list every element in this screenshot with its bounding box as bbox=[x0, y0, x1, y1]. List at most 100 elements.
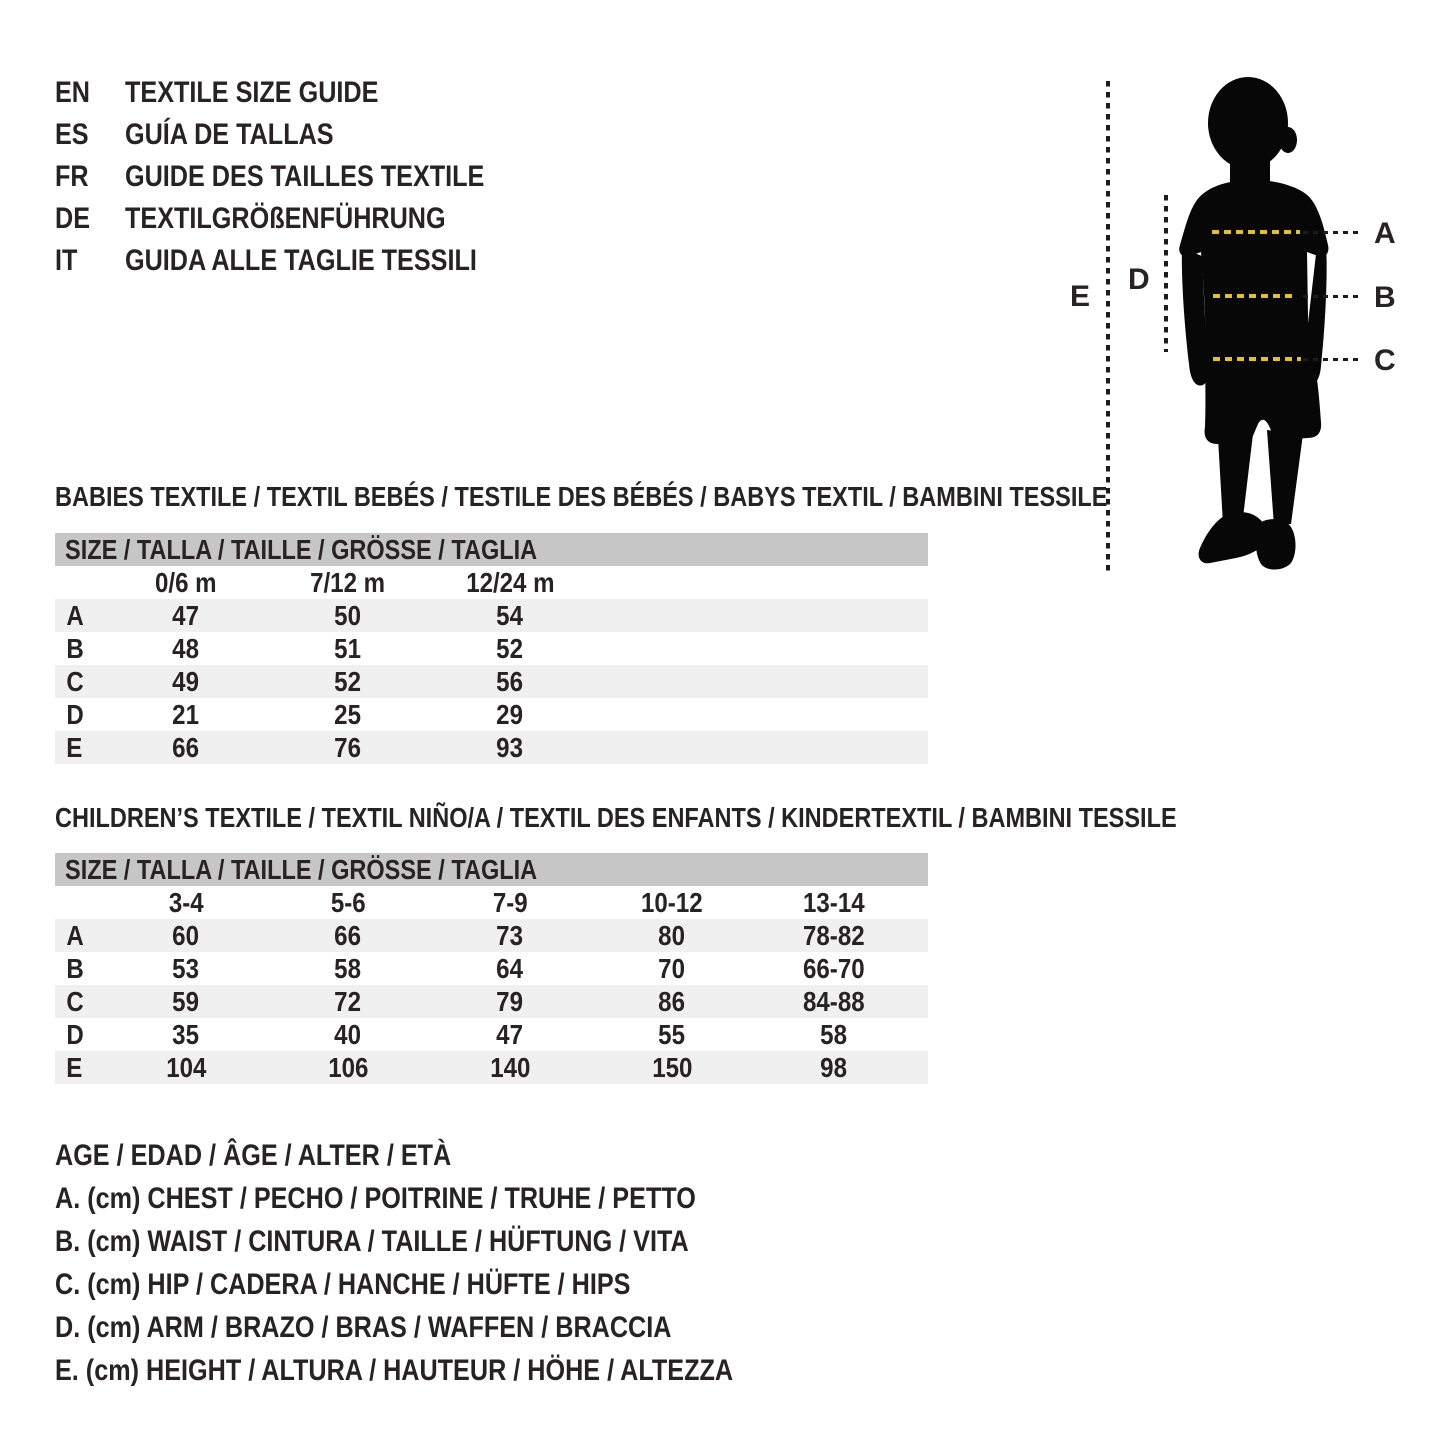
language-title: TEXTILGRÖßENFÜHRUNG bbox=[125, 202, 507, 236]
row-label-text: B bbox=[66, 952, 84, 984]
table-column-header: 13-14 bbox=[753, 887, 915, 919]
table-column-header-row: 3-4 5-6 7-9 10-12 13-14 bbox=[55, 886, 928, 919]
table-column-header-text: 10-12 bbox=[641, 886, 703, 918]
language-title-text: TEXTILGRÖßENFÜHRUNG bbox=[125, 202, 446, 235]
table-cell-text: 66-70 bbox=[803, 952, 865, 984]
table-cell: 93 bbox=[429, 732, 591, 764]
table-cell: 98 bbox=[753, 1052, 915, 1084]
table-cell-text: 47 bbox=[496, 1018, 524, 1050]
table-cell: 84-88 bbox=[753, 986, 915, 1018]
table-cell-text: 106 bbox=[327, 1051, 369, 1083]
table-row: D 35 40 47 55 58 bbox=[55, 1018, 928, 1051]
table-cell-text: 58 bbox=[820, 1018, 848, 1050]
table-cell-text: 49 bbox=[172, 665, 200, 697]
table-column-header-row: 0/6 m 7/12 m 12/24 m bbox=[55, 566, 928, 599]
table-cell: 50 bbox=[267, 600, 429, 632]
table-cell: 25 bbox=[267, 699, 429, 731]
table-row: A 60 66 73 80 78-82 bbox=[55, 919, 928, 952]
table-cell: 70 bbox=[591, 953, 753, 985]
table-cell-text: 93 bbox=[496, 731, 524, 763]
table-row: B 53 58 64 70 66-70 bbox=[55, 952, 928, 985]
table-cell: 40 bbox=[267, 1019, 429, 1051]
table-cell: 54 bbox=[429, 600, 591, 632]
height-measure-line-E bbox=[1106, 81, 1110, 575]
table-cell: 58 bbox=[753, 1019, 915, 1051]
table-row: E 66 76 93 bbox=[55, 731, 928, 764]
table-row: C 49 52 56 bbox=[55, 665, 928, 698]
table-cell-text: 72 bbox=[334, 985, 362, 1017]
language-title-text: GUIDA ALLE TAGLIE TESSILI bbox=[125, 244, 477, 277]
language-title-block: EN TEXTILE SIZE GUIDE ES GUÍA DE TALLAS FR GU… bbox=[55, 72, 553, 282]
table-cell: 47 bbox=[429, 1019, 591, 1051]
table-cell-text: 64 bbox=[496, 952, 524, 984]
language-title-text: GUIDE DES TAILLES TEXTILE bbox=[125, 160, 485, 193]
table-row: B 48 51 52 bbox=[55, 632, 928, 665]
table-cell: 52 bbox=[429, 633, 591, 665]
table-column-header-text: 12/24 m bbox=[465, 566, 555, 598]
legend-line: A. (cm) CHEST / PECHO / POITRINE / TRUHE… bbox=[55, 1177, 862, 1220]
table-cell: 79 bbox=[429, 986, 591, 1018]
table-cell: 86 bbox=[591, 986, 753, 1018]
table-column-header: 0/6 m bbox=[105, 567, 267, 599]
table-cell: 78-82 bbox=[753, 920, 915, 952]
table-size-header-text: SIZE / TALLA / TAILLE / GRÖSSE / TAGLIA bbox=[65, 533, 538, 565]
table-column-header: 7/12 m bbox=[267, 567, 429, 599]
table-cell-text: 60 bbox=[172, 919, 200, 951]
waist-leader-dots bbox=[1303, 295, 1360, 298]
table-cell: 104 bbox=[105, 1052, 267, 1084]
table-cell-text: 29 bbox=[496, 698, 524, 730]
table-cell: 53 bbox=[105, 953, 267, 985]
language-code: IT bbox=[55, 244, 125, 278]
language-title: TEXTILE SIZE GUIDE bbox=[125, 76, 427, 110]
table-cell-text: 79 bbox=[496, 985, 524, 1017]
chest-measure-dash bbox=[1212, 230, 1300, 234]
figure-label-C: C bbox=[1374, 344, 1396, 377]
children-section-title: CHILDREN’S TEXTILE / TEXTIL NIÑO/A / TEX… bbox=[55, 802, 1177, 833]
table-cell-text: 80 bbox=[658, 919, 686, 951]
language-code: FR bbox=[55, 160, 125, 194]
table-cell: 73 bbox=[429, 920, 591, 952]
hip-leader-dots bbox=[1303, 358, 1361, 361]
table-cell: 59 bbox=[105, 986, 267, 1018]
table-cell: 48 bbox=[105, 633, 267, 665]
arm-measure-line-D bbox=[1164, 195, 1168, 352]
language-row: ES GUÍA DE TALLAS bbox=[55, 114, 553, 156]
child-silhouette-image bbox=[1179, 77, 1329, 570]
table-cell-text: 104 bbox=[165, 1051, 207, 1083]
row-label-text: D bbox=[66, 1018, 84, 1050]
table-cell: 56 bbox=[429, 666, 591, 698]
language-code-text: IT bbox=[55, 244, 78, 277]
figure-label-B: B bbox=[1374, 281, 1396, 314]
table-cell-text: 53 bbox=[172, 952, 200, 984]
table-cell-text: 59 bbox=[172, 985, 200, 1017]
legend-line: B. (cm) WAIST / CINTURA / TAILLE / HÜFTU… bbox=[55, 1220, 862, 1263]
row-label-text: C bbox=[66, 665, 84, 697]
table-column-header: 12/24 m bbox=[429, 567, 591, 599]
table-cell-text: 140 bbox=[489, 1051, 531, 1083]
row-label: C bbox=[55, 986, 105, 1018]
table-cell-text: 54 bbox=[496, 599, 524, 631]
table-cell-text: 70 bbox=[658, 952, 686, 984]
table-row: E 104 106 140 150 98 bbox=[55, 1051, 928, 1084]
legend-line-text: C. (cm) HIP / CADERA / HANCHE / HÜFTE / … bbox=[55, 1267, 631, 1301]
table-column-header: 10-12 bbox=[591, 887, 753, 919]
row-label: B bbox=[55, 953, 105, 985]
table-cell-text: 98 bbox=[820, 1051, 848, 1083]
language-title: GUIDE DES TAILLES TEXTILE bbox=[125, 160, 553, 194]
language-title: GUÍA DE TALLAS bbox=[125, 118, 373, 152]
language-code-text: DE bbox=[55, 202, 91, 235]
table-row: C 59 72 79 86 84-88 bbox=[55, 985, 928, 1018]
row-label-text: A bbox=[66, 599, 84, 631]
table-cell: 66 bbox=[105, 732, 267, 764]
table-cell-text: 66 bbox=[172, 731, 200, 763]
size-figure: E D A B C bbox=[0, 0, 1445, 620]
language-code-text: ES bbox=[55, 118, 89, 151]
legend-line-text: D. (cm) ARM / BRAZO / BRAS / WAFFEN / BR… bbox=[55, 1310, 672, 1344]
measurement-legend: AGE / EDAD / ÂGE / ALTER / ETÀ A. (cm) CH… bbox=[55, 1134, 862, 1392]
children-size-table: SIZE / TALLA / TAILLE / GRÖSSE / TAGLIA 3… bbox=[55, 853, 928, 1084]
language-title: GUIDA ALLE TAGLIE TESSILI bbox=[125, 244, 544, 278]
language-row: FR GUIDE DES TAILLES TEXTILE bbox=[55, 156, 553, 198]
figure-label-D: D bbox=[1128, 263, 1150, 296]
table-cell-text: 40 bbox=[334, 1018, 362, 1050]
row-label-text: C bbox=[66, 985, 84, 1017]
